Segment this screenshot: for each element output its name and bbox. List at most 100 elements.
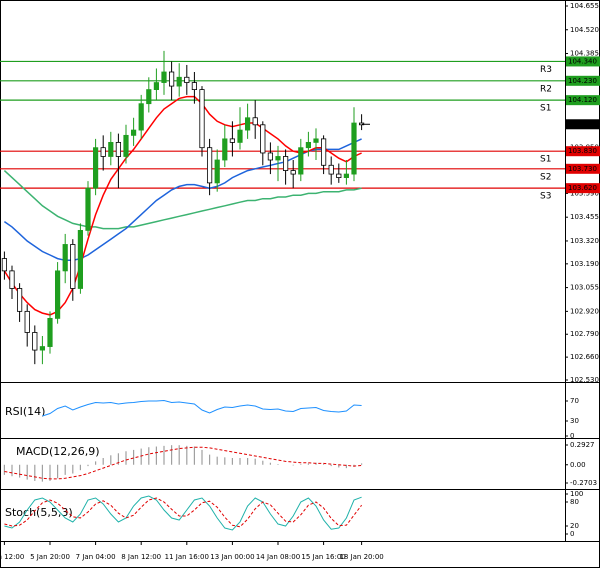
candle-body [305,141,312,149]
level-label: R2 [540,84,552,94]
last-price: 103.983 [568,120,597,128]
macd-signal [4,446,362,480]
y-tick-label: 100 [570,490,583,498]
candle-body [1,258,8,272]
candle-body [290,170,296,175]
candle-body [138,103,144,131]
y-tick-label: 104.520 [570,26,599,34]
y-tick-label: 0 [570,530,574,538]
moving-average [3,170,362,230]
y-tick-label: 102.660 [570,353,599,361]
candle-body [24,310,30,333]
candle-body [184,76,190,83]
candle-body [260,124,266,154]
y-tick-label: 70 [570,397,579,405]
candle-body [153,82,159,90]
x-tick-label: 7 Jan 04:00 [76,553,116,561]
level-label: S2 [540,172,551,182]
y-tick-label: 103.190 [570,260,599,268]
candle-body [343,173,350,179]
y-tick-label: 102.920 [570,307,599,315]
level-price-box [566,56,600,67]
level-label: S3 [540,192,551,202]
candle-body [9,270,15,289]
x-tick-label: 15 Jan 16:00 [301,553,345,561]
candle-body [77,229,83,289]
indicator-line [4,495,362,531]
candle-body [93,147,99,189]
level-price: 104.230 [568,77,597,85]
x-tick-label: 8 Jan 12:00 [121,553,161,561]
candle-body [168,71,175,87]
candle-body [130,129,137,136]
candle-body [222,138,228,161]
candle-body [70,244,76,289]
y-tick-label: 102.790 [570,330,599,338]
y-tick-label: -0.2703 [570,479,597,487]
candle-body [123,134,129,157]
candle-body [100,147,106,157]
candle-body [85,187,91,231]
level-price-box [566,146,600,157]
candle-body [16,288,23,312]
x-tick-label: 13 Jan 00:00 [210,553,254,561]
candle-body [108,141,114,157]
y-tick-label: 104.385 [570,50,599,58]
level-price: 104.120 [568,96,597,104]
y-tick-label: 20 [570,522,579,530]
y-tick-label: 102.530 [570,376,599,384]
indicator-line [42,399,362,417]
panel-title: RSI(14) [5,405,45,418]
candle-body [47,317,53,347]
level-price-box [566,163,600,174]
candle-body [267,152,274,161]
level-label: S1 [540,155,551,165]
level-price-box [566,95,600,106]
last-price-box [566,119,600,130]
y-tick-label: 103.320 [570,237,599,245]
candle-body [282,156,289,171]
candle-body [55,270,61,319]
level-label: S1 [540,104,551,114]
panel-title: Stoch(5,5,3) [5,506,73,519]
candle-body [62,244,68,272]
candle-body [313,138,319,143]
y-tick-label: 0 [570,432,574,440]
x-tick-label: 18 Jan 20:00 [339,553,383,561]
y-tick-label: 30 [570,417,579,425]
level-price-box [566,183,600,194]
candle-body [351,122,357,175]
x-tick-label: 4 Jan 12:00 [0,553,24,561]
candle-body [237,129,243,143]
candle-body [176,76,182,87]
panel-title: MACD(12,26,9) [16,445,100,458]
x-tick-label: 11 Jan 16:00 [165,553,209,561]
candle-body [199,89,205,149]
candle-body [115,141,121,157]
level-price: 103.620 [568,184,597,192]
x-tick-label: 14 Jan 08:00 [256,553,300,561]
y-tick-label: 104.655 [570,2,599,10]
candle-body [298,147,304,175]
candle-body [275,156,281,161]
indicator-line [4,497,362,528]
candle-body [229,138,235,143]
y-tick-label: 0.00 [570,461,586,469]
candle-body [32,332,38,351]
x-tick-label: 5 Jan 20:00 [30,553,70,561]
candle-body [320,138,327,166]
level-price-box [566,75,600,86]
candle-body [191,82,197,90]
candle-body [336,173,342,179]
candle-body [214,159,220,184]
level-price: 103.830 [568,147,597,155]
candle-body [206,147,213,184]
candle-body [146,89,152,105]
candle-body [39,346,46,351]
y-tick-label: 0.2927 [570,441,595,449]
y-tick-label: 103.455 [570,213,599,221]
candle-body [252,117,258,126]
candle-body [328,164,334,175]
